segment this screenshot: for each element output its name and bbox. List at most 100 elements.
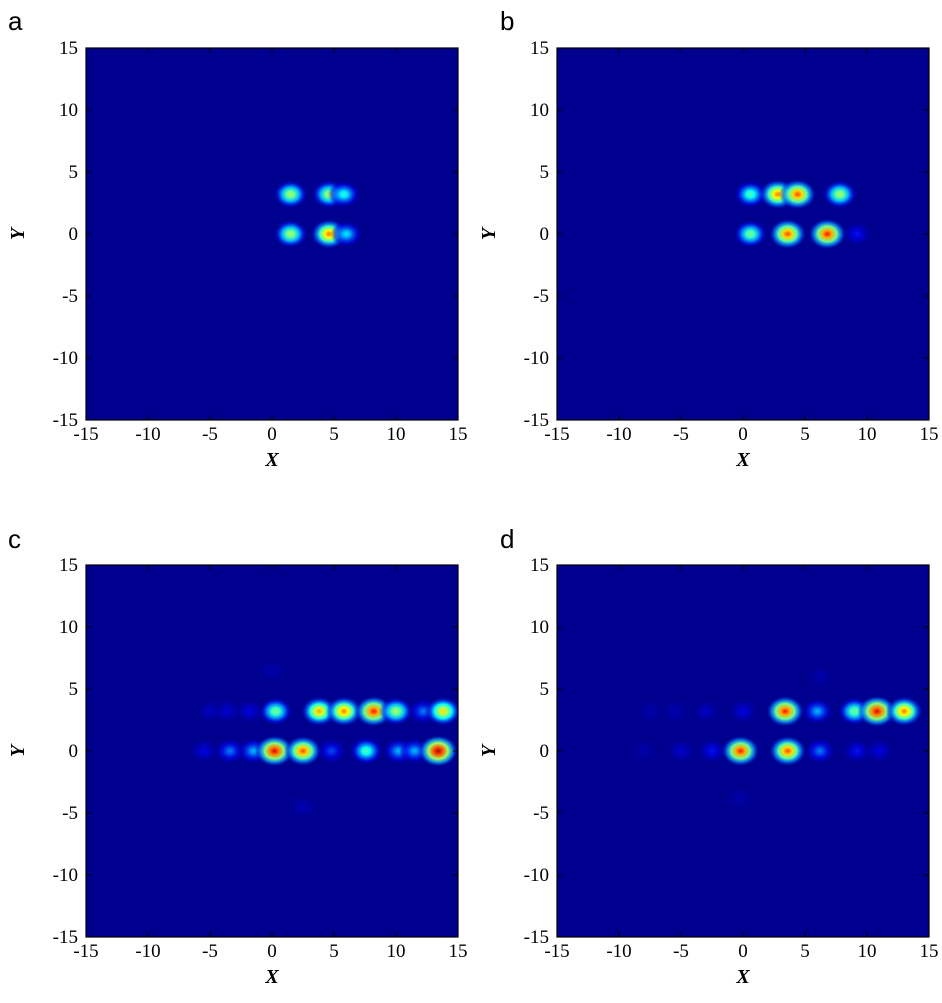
y-tick-label: 0 [69,224,79,245]
heatmap-spot [769,735,807,767]
x-tick-label: -15 [73,941,98,962]
heatmap-spot [258,658,286,683]
x-tick-label: 15 [920,424,939,445]
heatmap-spots [733,179,872,250]
heatmap-spot [857,695,897,728]
y-tick-label: 0 [69,741,79,762]
x-tick-label: -5 [673,424,689,445]
heatmap-spot [327,180,361,208]
x-tick-label: -15 [544,424,569,445]
heatmap-spot [885,696,923,727]
y-tick-label: 0 [540,224,550,245]
heatmap-spot [766,695,805,727]
y-tick-label: -5 [62,286,78,307]
heatmap-spot [865,738,894,764]
x-axis-label: X [735,966,750,988]
x-tick-label: 15 [449,424,468,445]
heatmap-spot [728,699,758,724]
y-tick-label: 5 [540,162,550,183]
heatmap-spot [805,664,834,689]
panel-letter: d [500,524,514,554]
x-tick-label: -10 [135,424,160,445]
x-tick-label: 5 [800,424,810,445]
heatmap-spot [697,738,727,764]
heatmap-spot [808,218,847,250]
y-tick-label: 15 [530,555,549,576]
panel-letter: a [8,6,23,36]
x-tick-label: -5 [202,424,218,445]
x-tick-label: 0 [738,941,748,962]
heatmap-spot [636,699,664,724]
heatmap-spot [822,180,857,209]
heatmap-spot [378,697,414,726]
heatmap-spot [349,737,383,765]
y-axis-label: Y [7,226,29,240]
x-tick-label: 15 [449,941,468,962]
heatmap-spot [734,180,767,209]
heatmap-spot [425,696,458,726]
heatmap-spot [804,738,836,764]
y-tick-label: -5 [533,286,549,307]
x-tick-label: -10 [135,941,160,962]
y-tick-label: 10 [530,617,549,638]
y-tick-label: -15 [53,927,78,948]
heatmap-spot [330,220,363,248]
heatmap-spot [214,738,246,764]
heatmap-spot [629,739,658,763]
panel-c: -15 -10 -5 0 5 10 15 15 10 5 0 -5 -10 -15 X Yc [7,524,468,988]
y-tick-label: 10 [59,617,78,638]
heatmap-spot [325,696,363,727]
heatmap-spot [666,738,696,764]
x-tick-label: 10 [387,424,406,445]
x-axis-label: X [264,966,279,988]
y-tick-label: -10 [524,865,549,886]
heatmap-spot [842,738,872,764]
x-tick-label: 10 [387,941,406,962]
heatmap-spot [284,735,322,767]
y-axis-label: Y [478,226,500,240]
y-tick-label: 0 [540,741,550,762]
heatmap-spot [273,219,308,249]
x-tick-label: 10 [858,941,877,962]
heatmap-spot [842,221,872,247]
x-tick-label: -10 [606,424,631,445]
y-tick-label: -10 [53,865,78,886]
heatmap-spot [801,698,833,725]
heatmap-spot [235,699,265,724]
y-tick-label: 15 [59,555,78,576]
heatmap-spot [273,180,308,209]
y-tick-label: 5 [540,679,550,700]
heatmap-spot [778,179,817,210]
y-tick-label: -10 [53,348,78,369]
y-tick-label: -5 [62,803,78,824]
x-tick-label: 0 [267,424,277,445]
heatmap-spot [725,786,754,811]
y-tick-label: -15 [524,410,549,431]
x-tick-label: -5 [202,941,218,962]
heatmap-spot [255,735,294,767]
y-tick-label: 10 [530,100,549,121]
panel-letter: b [500,6,514,36]
heatmap-spot [660,699,689,724]
x-tick-label: 0 [738,424,748,445]
heatmap-spots [629,664,923,811]
heatmap-spot [213,699,242,724]
x-axis-label: X [735,449,750,471]
heatmap-spots [273,180,363,250]
y-tick-label: -15 [53,410,78,431]
x-tick-label: 15 [920,941,939,962]
panel-a: -15 -10 -5 0 5 10 15 15 10 5 0 -5 -10 -15 X Ya [7,6,468,471]
x-tick-label: -10 [606,941,631,962]
x-tick-label: -5 [673,941,689,962]
panel-d: -15 -10 -5 0 5 10 15 15 10 5 0 -5 -10 -15 X Yd [478,524,939,988]
heatmap-spot [418,735,458,767]
x-tick-label: 0 [267,941,277,962]
y-tick-label: -10 [524,348,549,369]
y-axis-label: Y [478,743,500,757]
heatmap-spot [189,738,219,764]
heatmap-spot [258,697,293,726]
y-tick-label: 5 [69,162,79,183]
heatmap-spot [288,794,318,819]
panel-b: -15 -10 -5 0 5 10 15 15 10 5 0 -5 -10 -15 X Yb [478,6,939,471]
